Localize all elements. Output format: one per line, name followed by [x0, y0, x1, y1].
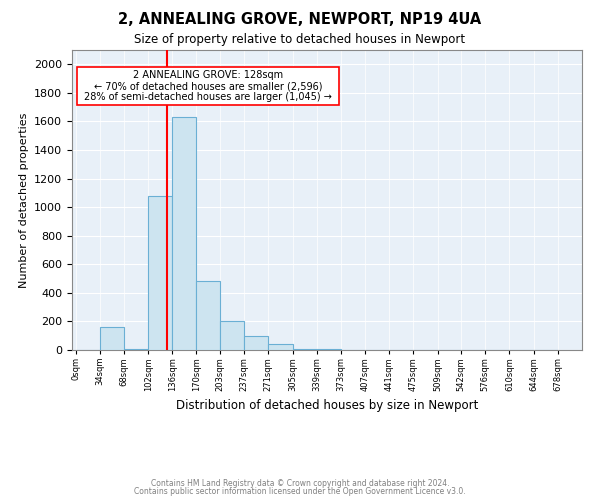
Bar	[244, 336, 268, 350]
Text: Contains public sector information licensed under the Open Government Licence v3: Contains public sector information licen…	[134, 487, 466, 496]
Bar	[172, 117, 196, 350]
Text: Size of property relative to detached houses in Newport: Size of property relative to detached ho…	[134, 32, 466, 46]
Bar	[100, 327, 124, 350]
Bar	[196, 282, 220, 350]
X-axis label: Distribution of detached houses by size in Newport: Distribution of detached houses by size …	[176, 400, 478, 412]
Text: 28% of semi-detached houses are larger (1,045) →: 28% of semi-detached houses are larger (…	[84, 92, 332, 102]
FancyBboxPatch shape	[77, 67, 339, 105]
Bar	[220, 322, 244, 350]
Bar	[268, 344, 293, 350]
Y-axis label: Number of detached properties: Number of detached properties	[19, 112, 29, 288]
Text: ← 70% of detached houses are smaller (2,596): ← 70% of detached houses are smaller (2,…	[94, 81, 322, 91]
Text: Contains HM Land Registry data © Crown copyright and database right 2024.: Contains HM Land Registry data © Crown c…	[151, 478, 449, 488]
Text: 2, ANNEALING GROVE, NEWPORT, NP19 4UA: 2, ANNEALING GROVE, NEWPORT, NP19 4UA	[118, 12, 482, 28]
Text: 2 ANNEALING GROVE: 128sqm: 2 ANNEALING GROVE: 128sqm	[133, 70, 283, 81]
Bar	[293, 348, 317, 350]
Bar	[148, 196, 172, 350]
